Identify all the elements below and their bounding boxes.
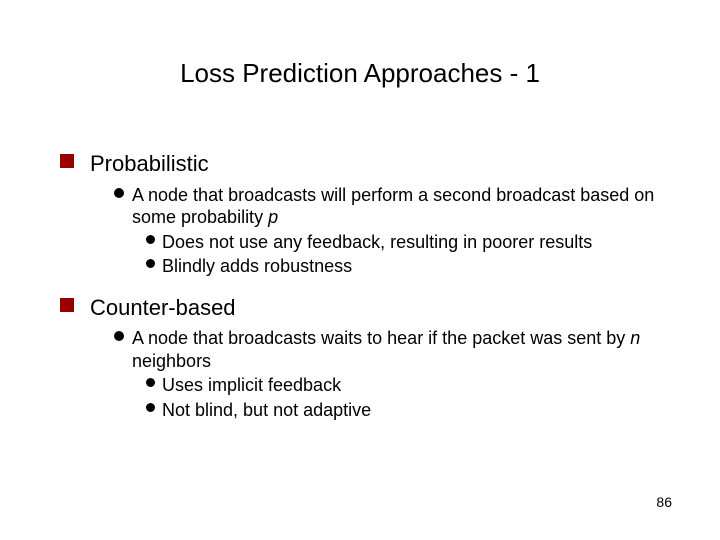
italic-var: n <box>630 328 640 348</box>
list-item: A node that broadcasts will perform a se… <box>114 184 670 229</box>
italic-var: p <box>268 207 278 227</box>
text-run: A node that broadcasts waits to hear if … <box>132 328 630 348</box>
square-bullet-icon <box>60 298 74 312</box>
list-item-label: A node that broadcasts waits to hear if … <box>132 327 670 372</box>
list-item-label: Does not use any feedback, resulting in … <box>162 231 670 254</box>
list-item-label: Blindly adds robustness <box>162 255 670 278</box>
list-item: A node that broadcasts waits to hear if … <box>114 327 670 372</box>
circle-bullet-icon <box>146 259 155 268</box>
circle-bullet-icon <box>114 331 124 341</box>
list-item: Does not use any feedback, resulting in … <box>146 231 670 254</box>
list-item: Blindly adds robustness <box>146 255 670 278</box>
text-run: neighbors <box>132 351 211 371</box>
slide: Loss Prediction Approaches - 1 Probabili… <box>0 0 720 540</box>
circle-bullet-icon <box>114 188 124 198</box>
list-item: Probabilistic <box>60 150 670 178</box>
list-item-label: Probabilistic <box>90 150 670 178</box>
spacer <box>60 280 670 294</box>
text-run: A node that broadcasts will perform a se… <box>132 185 654 228</box>
circle-bullet-icon <box>146 378 155 387</box>
list-item: Not blind, but not adaptive <box>146 399 670 422</box>
circle-bullet-icon <box>146 403 155 412</box>
square-bullet-icon <box>60 154 74 168</box>
slide-title: Loss Prediction Approaches - 1 <box>0 58 720 89</box>
list-item-label: Counter-based <box>90 294 670 322</box>
circle-bullet-icon <box>146 235 155 244</box>
slide-content: Probabilistic A node that broadcasts wil… <box>60 150 670 423</box>
list-item: Uses implicit feedback <box>146 374 670 397</box>
list-item-label: A node that broadcasts will perform a se… <box>132 184 670 229</box>
list-item-label: Not blind, but not adaptive <box>162 399 670 422</box>
list-item-label: Uses implicit feedback <box>162 374 670 397</box>
page-number: 86 <box>656 494 672 510</box>
list-item: Counter-based <box>60 294 670 322</box>
